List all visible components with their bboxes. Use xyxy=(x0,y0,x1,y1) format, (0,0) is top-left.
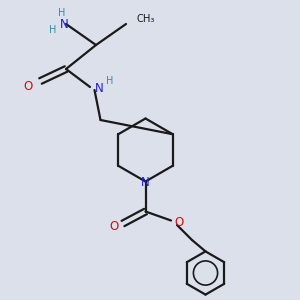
Text: H: H xyxy=(49,25,56,35)
Text: O: O xyxy=(24,80,33,94)
Text: N: N xyxy=(141,176,150,190)
Text: H: H xyxy=(106,76,113,86)
Text: H: H xyxy=(58,8,65,19)
Text: N: N xyxy=(94,82,103,95)
Text: O: O xyxy=(175,215,184,229)
Text: CH₃: CH₃ xyxy=(136,14,155,25)
Text: N: N xyxy=(60,17,69,31)
Text: O: O xyxy=(110,220,118,233)
